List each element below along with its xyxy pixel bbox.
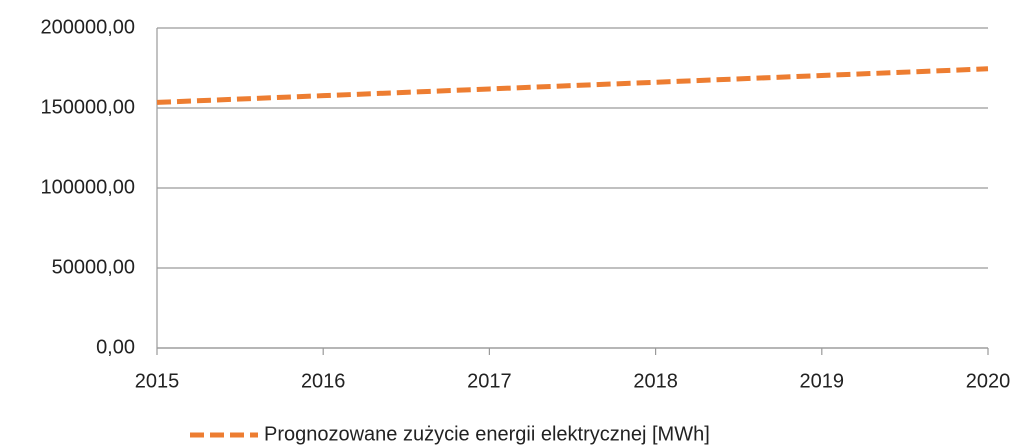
y-tick-label: 50000,00 bbox=[52, 256, 135, 278]
y-tick-label: 150000,00 bbox=[40, 96, 135, 118]
y-tick-label: 100000,00 bbox=[40, 176, 135, 198]
x-tick-label: 2016 bbox=[301, 370, 346, 392]
y-tick-label: 200000,00 bbox=[40, 16, 135, 38]
x-tick-label: 2015 bbox=[135, 370, 180, 392]
x-tick-label: 2017 bbox=[467, 370, 512, 392]
x-tick-label: 2018 bbox=[633, 370, 678, 392]
x-tick-label: 2020 bbox=[966, 370, 1011, 392]
x-tick-label: 2019 bbox=[800, 370, 845, 392]
y-tick-label: 0,00 bbox=[96, 336, 135, 358]
line bbox=[156, 66, 989, 105]
legend-label: Prognozowane zużycie energii elektryczne… bbox=[264, 423, 710, 445]
